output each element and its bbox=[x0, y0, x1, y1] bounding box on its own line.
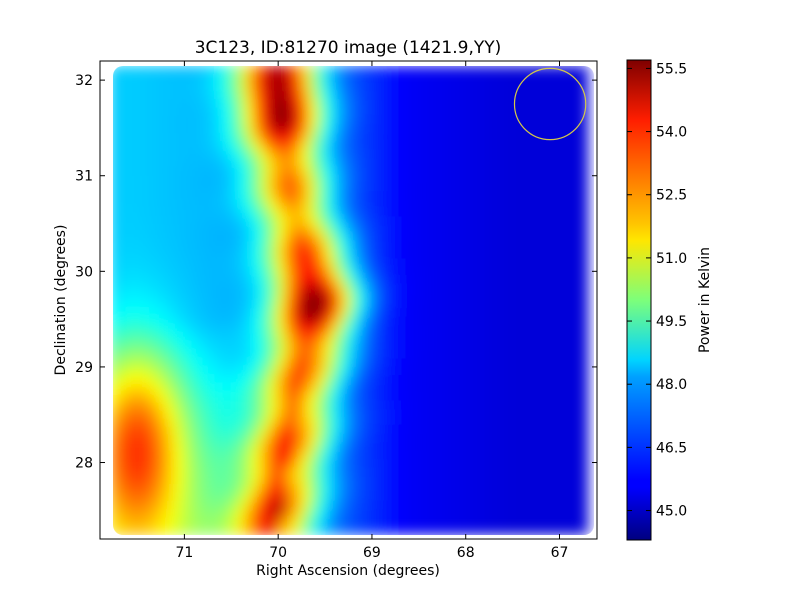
colorbar-label: Power in Kelvin bbox=[697, 247, 713, 353]
colorbar-tick-label: 46.5 bbox=[656, 440, 687, 456]
y-tick-label: 29 bbox=[75, 360, 93, 376]
colorbar-tick-label: 55.5 bbox=[656, 61, 687, 77]
chart-title: 3C123, ID:81270 image (1421.9,YY) bbox=[195, 38, 502, 58]
colorbar-tick-label: 51.0 bbox=[656, 251, 687, 267]
x-axis-ticks: 71 70 69 68 67 bbox=[175, 61, 568, 561]
colorbar-tick-label: 45.0 bbox=[656, 504, 687, 520]
colorbar: 45.0 46.5 48.0 49.5 51.0 52.5 54.0 55.5 Power i… bbox=[626, 59, 713, 541]
colorbar-ticks: 45.0 46.5 48.0 49.5 51.0 52.5 54.0 55.5 bbox=[627, 61, 687, 520]
colorbar-tick-label: 52.5 bbox=[656, 188, 687, 204]
plot-frame bbox=[99, 60, 598, 540]
x-tick-label: 70 bbox=[269, 545, 287, 561]
y-axis-ticks: 28 29 30 31 32 bbox=[75, 73, 597, 472]
y-tick-label: 30 bbox=[75, 264, 93, 280]
y-tick-label: 32 bbox=[75, 73, 93, 89]
y-tick-label: 31 bbox=[75, 169, 93, 185]
colorbar-gradient bbox=[626, 59, 652, 541]
colorbar-tick-label: 54.0 bbox=[656, 125, 687, 141]
x-tick-label: 68 bbox=[457, 545, 475, 561]
x-axis-label: Right Ascension (degrees) bbox=[256, 563, 440, 579]
y-tick-label: 28 bbox=[75, 456, 93, 472]
beam-circle-marker bbox=[513, 67, 587, 141]
y-axis-label: Declination (degrees) bbox=[53, 225, 69, 376]
x-tick-label: 67 bbox=[551, 545, 569, 561]
x-tick-label: 69 bbox=[363, 545, 381, 561]
heatmap bbox=[100, 61, 597, 539]
colorbar-tick-label: 49.5 bbox=[656, 314, 687, 330]
colorbar-tick-label: 48.0 bbox=[656, 377, 687, 393]
x-tick-label: 71 bbox=[175, 545, 193, 561]
